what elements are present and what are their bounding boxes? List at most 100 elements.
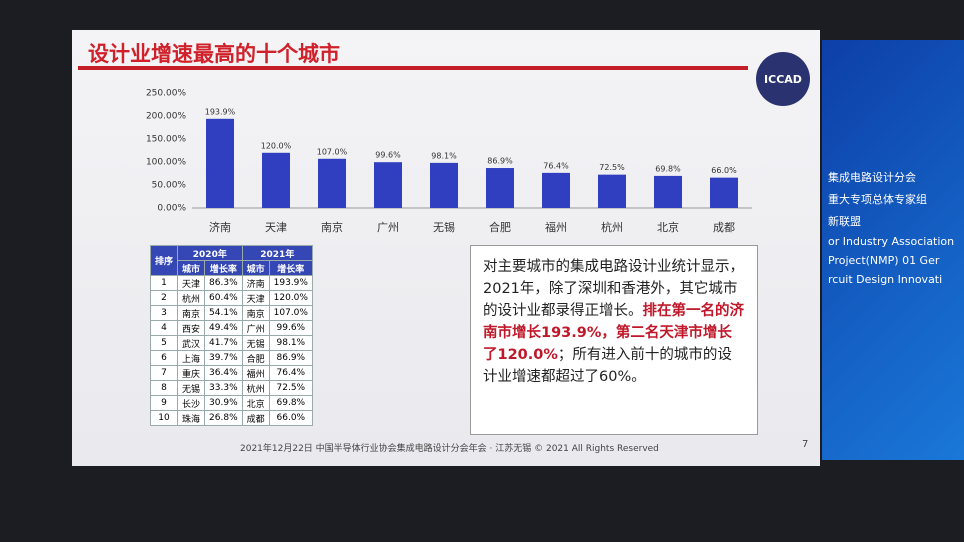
table-cell: 珠海 <box>177 410 206 426</box>
data-table: 排序 2020年 2021年 城市 增长率 城市 增长率 1 天津 86.3% 济南 193.… <box>149 245 313 426</box>
table-row: 7 重庆 36.4% 福州 76.4% <box>149 365 313 381</box>
table-cell: 39.7% <box>204 350 243 366</box>
table-row: 6 上海 39.7% 合肥 86.9% <box>149 350 313 366</box>
table-row: 4 西安 49.4% 广州 99.6% <box>149 320 313 336</box>
table-cell: 66.0% <box>268 410 313 426</box>
bar <box>598 174 626 208</box>
table-row: 8 无锡 33.3% 杭州 72.5% <box>149 380 313 396</box>
table-cell: 193.9% <box>268 275 313 291</box>
sub-header: 城市 <box>177 260 206 276</box>
table-cell: 98.1% <box>268 335 313 351</box>
screen-text: rcuit Design Innovati <box>828 273 943 286</box>
table-cell: 2 <box>149 290 179 306</box>
value-label: 120.0% <box>261 141 292 150</box>
value-label: 72.5% <box>599 163 625 172</box>
bar <box>262 152 290 208</box>
bar <box>206 118 234 208</box>
screen-text: or Industry Association <box>828 235 955 248</box>
table-cell: 南京 <box>177 305 206 321</box>
table-row: 3 南京 54.1% 南京 107.0% <box>149 305 313 321</box>
table-cell: 3 <box>149 305 179 321</box>
value-label: 69.8% <box>655 164 681 173</box>
table-cell: 36.4% <box>204 365 243 381</box>
page-number: 7 <box>802 439 809 450</box>
x-tick-label: 天津 <box>265 221 287 234</box>
table-cell: 武汉 <box>177 335 206 351</box>
logo: ICCAD <box>756 52 810 106</box>
title-underline <box>78 66 748 70</box>
table-cell: 76.4% <box>268 365 313 381</box>
value-label: 76.4% <box>543 161 569 170</box>
spacer <box>822 40 964 166</box>
highlight-text: 排在第一名的济南市增长193.9%，第二名天津市增长了120.0% <box>483 303 744 363</box>
commentary: 对主要城市的集成电路设计业统计显示，2021年，除了深圳和香港外，其它城市的设计… <box>470 245 758 435</box>
side-screen: 集成电路设计分会 重大专项总体专家组 新联盟 or Industry Associat… <box>822 40 964 460</box>
screen-text: 重大专项总体专家组 <box>828 193 927 206</box>
screen-text: 集成电路设计分会 <box>828 171 916 184</box>
table-row: 5 武汉 41.7% 无锡 98.1% <box>149 335 313 351</box>
table-cell: 107.0% <box>268 305 313 321</box>
table-cell: 8 <box>149 380 179 396</box>
table-cell: 9 <box>149 395 179 411</box>
x-tick-label: 合肥 <box>489 220 511 234</box>
table-cell: 北京 <box>241 395 270 411</box>
table-cell: 无锡 <box>241 335 270 351</box>
bar <box>374 162 402 208</box>
table-cell: 成都 <box>241 410 270 426</box>
table-cell: 5 <box>149 335 179 351</box>
table-cell: 30.9% <box>204 395 243 411</box>
bar <box>318 158 346 208</box>
value-label: 107.0% <box>317 147 348 156</box>
screen-text: 新联盟 <box>828 215 861 228</box>
group-header: 2020年 <box>177 245 243 261</box>
table-cell: 济南 <box>241 275 270 291</box>
table-cell: 99.6% <box>268 320 313 336</box>
table-cell: 4 <box>149 320 179 336</box>
value-label: 66.0% <box>711 166 737 175</box>
table-cell: 天津 <box>177 275 206 291</box>
table-cell: 福州 <box>241 365 270 381</box>
table-cell: 7 <box>149 365 179 381</box>
x-tick-label: 无锡 <box>433 220 455 234</box>
y-tick-label: 100.00% <box>146 158 186 168</box>
rank-header: 排序 <box>149 245 179 276</box>
x-tick-label: 杭州 <box>601 220 623 234</box>
intro-text: 对主要城市的集成电路设计业统计显示，2021年，除了深圳和香港外，其它城市的设计… <box>483 259 744 319</box>
footer: 2021年12月22日 中国半导体行业协会集成电路设计分会年会 · 江苏无锡 ©… <box>240 444 659 454</box>
chart: 0.00% 50.00% 100.00% 150.00% 200.00% 250.00% 1… <box>146 89 752 234</box>
conclusion-text: ；所有进入前十的城市的设计业增速都超过了60%。 <box>483 347 732 385</box>
table-cell: 33.3% <box>204 380 243 396</box>
bar <box>430 162 458 208</box>
y-tick-label: 250.00% <box>146 89 186 99</box>
y-tick-label: 150.00% <box>146 135 186 145</box>
table-cell: 72.5% <box>268 380 313 396</box>
table-row: 9 长沙 30.9% 北京 69.8% <box>149 395 313 411</box>
table-cell: 120.0% <box>268 290 313 306</box>
y-tick-label: 0.00% <box>157 204 186 214</box>
table-cell: 杭州 <box>241 380 270 396</box>
table-cell: 广州 <box>241 320 270 336</box>
x-tick-label: 济南 <box>209 220 231 234</box>
table-cell: 49.4% <box>204 320 243 336</box>
table-row: 2 杭州 60.4% 天津 120.0% <box>149 290 313 306</box>
y-tick-label: 50.00% <box>152 181 187 191</box>
table-cell: 54.1% <box>204 305 243 321</box>
table-cell: 西安 <box>177 320 206 336</box>
table-cell: 69.8% <box>268 395 313 411</box>
sub-header: 增长率 <box>204 260 243 276</box>
table-cell: 6 <box>149 350 179 366</box>
x-tick-label: 福州 <box>545 220 567 234</box>
sub-header: 增长率 <box>268 260 313 276</box>
table-cell: 天津 <box>241 290 270 306</box>
group-header: 2021年 <box>241 245 313 261</box>
y-tick-label: 200.00% <box>146 112 186 122</box>
table-row: 1 天津 86.3% 济南 193.9% <box>149 275 313 291</box>
bar <box>486 168 514 208</box>
table-cell: 无锡 <box>177 380 206 396</box>
table-cell: 合肥 <box>241 350 270 366</box>
bar <box>542 172 570 208</box>
screen-text: Project(NMP) 01 Ger <box>828 254 940 267</box>
value-label: 86.9% <box>487 157 513 166</box>
table-cell: 41.7% <box>204 335 243 351</box>
